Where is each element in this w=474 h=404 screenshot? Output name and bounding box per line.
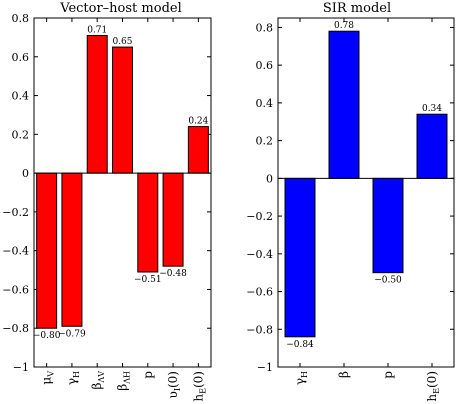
sir-bar-1	[328, 30, 360, 179]
vector-host-ytick-label-7: −0.6	[2, 283, 29, 296]
sir-ytick-label-3: 0.2	[256, 135, 274, 148]
sir-value-label-1: 0.78	[334, 21, 354, 31]
vector-host-value-label-5: −0.48	[159, 269, 187, 279]
vector-host-xtick-6: hE(0)	[191, 371, 207, 402]
sir-ytick-label-1: 0.6	[256, 59, 274, 72]
vector-host-ytick-label-4: 0	[22, 167, 29, 180]
vector-host-value-label-4: −0.51	[134, 275, 162, 285]
vector-host-xtick-5: υI(0)	[166, 371, 182, 398]
sir-ytick-label-0: 0.8	[256, 21, 274, 34]
vector-host-ytick-label-6: −0.4	[2, 245, 29, 258]
vector-host-xtick-3: βΛH	[116, 371, 132, 391]
sir-title: SIR model	[323, 1, 391, 16]
sir-value-label-0: −0.84	[286, 340, 314, 350]
vector-host-bar-0	[36, 172, 58, 329]
vector-host-ytick-label-0: 0.8	[12, 12, 30, 25]
sir-ytick-label-2: 0.4	[256, 97, 274, 110]
sir-panel: SIR model 0.8 0.6 0.4 0.2 0 −0.2 −0.4 −0.6 −0.8 −…	[246, 1, 455, 402]
vector-host-ytick-label-2: 0.4	[12, 90, 30, 103]
sir-xtick-3: hE(0)	[425, 371, 441, 402]
sir-ytick-label-5: −0.2	[246, 210, 273, 223]
sir-bar-0	[284, 177, 316, 338]
vector-host-bar-3	[112, 46, 133, 174]
vector-host-xtick-1: γH	[65, 371, 81, 385]
sir-ytick-label-8: −0.8	[246, 323, 273, 336]
vector-host-xtick-0: μV	[40, 371, 56, 385]
vector-host-bar-6	[187, 126, 209, 174]
vector-host-panel: Vector–host model 0.8 0.6 0.4 0.2 0 −0.2 −0.4 −…	[2, 1, 212, 402]
sir-ytick-label-9: −1	[257, 361, 273, 374]
sir-ytick-label-6: −0.4	[246, 248, 273, 261]
vector-host-bar-2	[86, 34, 108, 174]
vector-host-bar-5	[162, 172, 184, 267]
sir-ytick-label-4: 0	[266, 172, 273, 185]
vector-host-ytick-label-8: −0.8	[2, 322, 29, 335]
vector-host-ytick-label-5: −0.2	[2, 206, 29, 219]
vector-host-value-label-0: −0.80	[33, 331, 61, 341]
vector-host-ytick-label-1: 0.6	[12, 51, 30, 64]
vector-host-ytick-label-3: 0.2	[12, 128, 30, 141]
vector-host-xtick-2: βΛV	[90, 371, 106, 390]
vector-host-ytick-label-9: −1	[13, 361, 29, 374]
vector-host-value-label-3: 0.65	[112, 37, 132, 47]
sir-value-label-3: 0.34	[422, 104, 442, 114]
vector-host-value-label-6: 0.24	[188, 117, 208, 127]
vector-host-value-label-1: −0.79	[58, 329, 86, 339]
vector-host-value-label-2: 0.71	[87, 25, 107, 35]
sir-xtick-2: p	[381, 371, 395, 379]
sir-ytick-label-7: −0.6	[246, 286, 273, 299]
sir-xtick-0: γH	[293, 371, 309, 385]
sir-axes-frame	[277, 17, 455, 368]
sir-xtick-1: β	[337, 371, 351, 378]
vector-host-bar-4	[137, 172, 159, 273]
sir-value-label-2: −0.50	[374, 276, 402, 286]
vector-host-bar-1	[61, 172, 83, 327]
sir-bar-2	[372, 177, 404, 274]
vector-host-xtick-4: p	[141, 371, 155, 379]
sir-bar-3	[416, 113, 448, 179]
vector-host-title: Vector–host model	[59, 1, 182, 16]
